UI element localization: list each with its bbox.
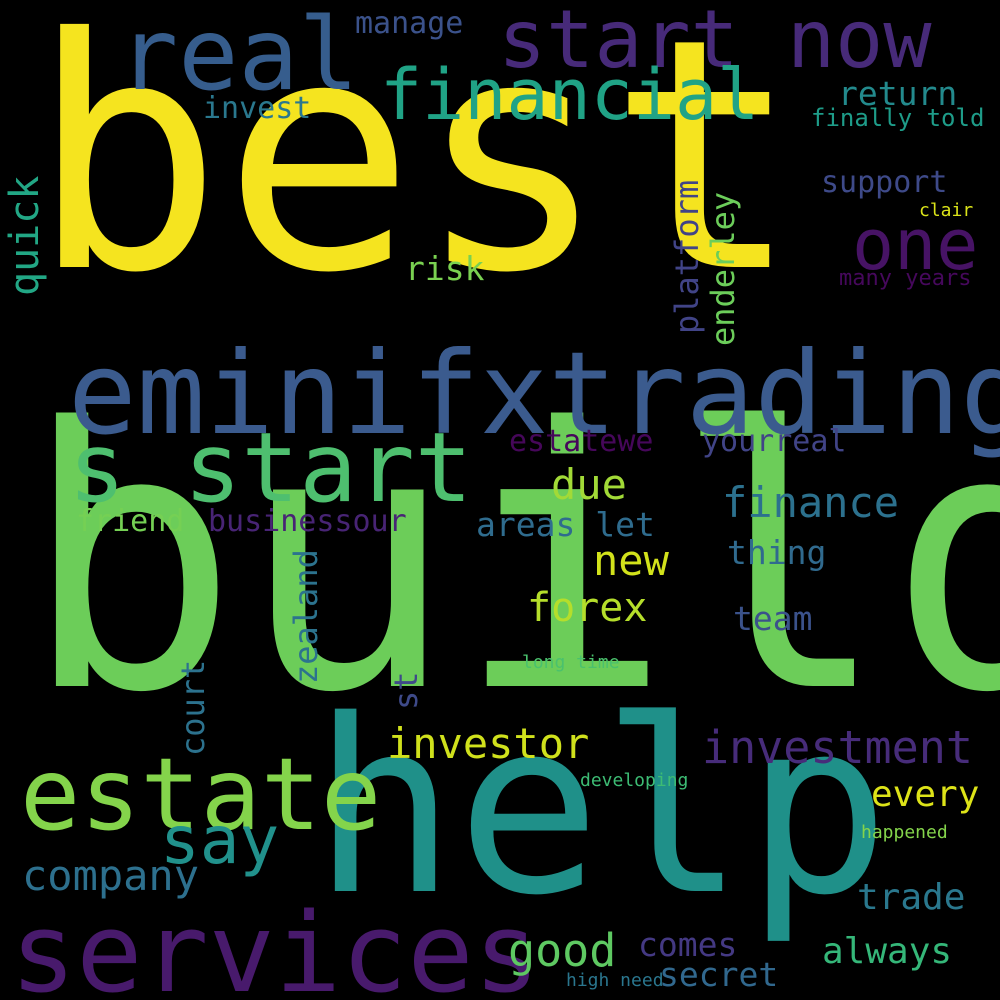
word-areas-let: areas let — [476, 505, 655, 544]
word-thing: thing — [727, 533, 827, 572]
word-investment: investment — [702, 721, 973, 774]
word-yourreal: yourreal — [702, 424, 847, 459]
word-estate: estate — [20, 736, 382, 853]
word-financial: financial — [380, 54, 760, 136]
word-real: real — [118, 0, 359, 113]
word-enderley: long time — [522, 652, 620, 673]
word-platform: st — [387, 671, 425, 710]
word-secret: secret — [659, 955, 779, 994]
word-clair: clair — [919, 200, 974, 221]
word-finally-told: finally told — [811, 104, 985, 132]
word-investor: investor — [387, 719, 590, 768]
word-support: support — [821, 165, 948, 200]
word-developing: platform — [668, 179, 706, 334]
word-company: company — [22, 851, 200, 900]
word-high-need: court — [174, 659, 212, 756]
word-start-now: start now — [498, 0, 932, 86]
word-court: developing — [580, 770, 689, 791]
word-say: say — [160, 802, 280, 879]
word-return: return — [838, 74, 958, 113]
word-friend: friend — [76, 504, 185, 539]
word-team: team — [733, 599, 813, 638]
word-every: every — [871, 774, 980, 815]
word-one: one — [852, 204, 979, 286]
word-many-years: many years — [839, 266, 972, 291]
word-best: best — [30, 0, 801, 343]
word-long-time: quick — [2, 175, 48, 296]
word-due: due — [551, 460, 627, 509]
word-trade: trade — [857, 877, 966, 918]
word-s-start: s start — [68, 412, 473, 524]
word-always: always — [822, 931, 953, 972]
word-estatewe: estatewe — [509, 424, 654, 459]
word-finance: finance — [722, 478, 900, 527]
word-quick: zealand — [287, 549, 325, 684]
word-forex: forex — [527, 585, 648, 631]
word-st: high need — [566, 970, 664, 991]
word-zealand: happened — [861, 822, 948, 843]
word-comes: comes — [638, 925, 738, 964]
word-new: new — [593, 536, 669, 585]
word-invest: invest — [203, 91, 312, 126]
word-build: build — [22, 352, 1000, 771]
word-businessour: businessour — [208, 504, 407, 539]
word-help: help — [312, 668, 890, 948]
word-manage: manage — [355, 6, 464, 41]
word-eminifxtrading: eminifxtrading — [68, 327, 1000, 460]
word-services: services — [10, 889, 540, 1000]
word-risk: risk — [405, 249, 485, 288]
word-good: good — [508, 924, 617, 977]
word-happened: enderley — [704, 191, 742, 346]
